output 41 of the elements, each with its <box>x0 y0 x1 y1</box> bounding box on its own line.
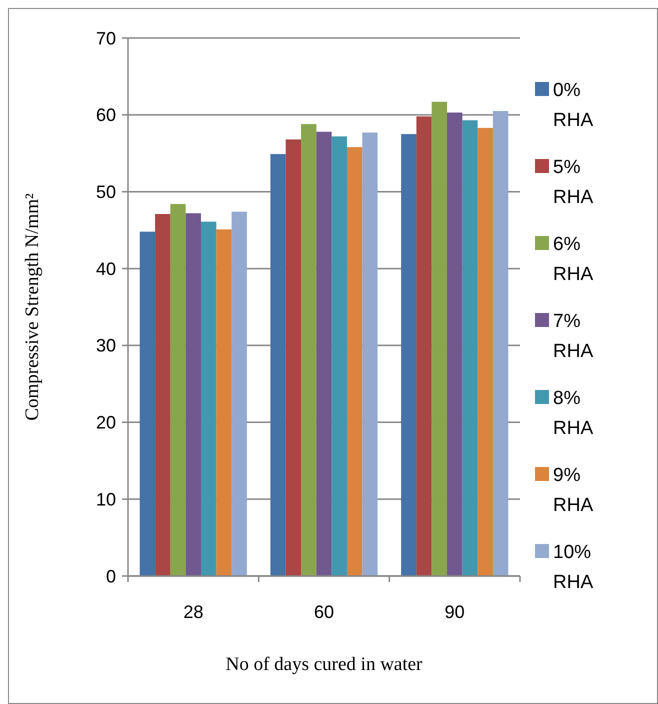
y-tick-label: 0 <box>106 566 116 586</box>
bar <box>346 147 362 576</box>
y-tick-label: 70 <box>96 28 116 48</box>
bar <box>216 229 232 576</box>
y-tick-label: 60 <box>96 105 116 126</box>
bar <box>416 116 432 576</box>
bar <box>140 232 156 576</box>
legend-label: 8% RHA <box>553 388 594 439</box>
bar <box>186 213 201 576</box>
bar <box>332 136 347 576</box>
bar <box>492 111 508 576</box>
bar <box>316 132 332 576</box>
bar <box>301 124 316 576</box>
legend-label: 9% RHA <box>553 465 594 516</box>
x-tick-label: 28 <box>183 602 204 622</box>
y-tick-label: 40 <box>96 258 116 279</box>
bar <box>462 120 478 576</box>
bar <box>200 222 216 576</box>
legend-label: 10% RHA <box>553 542 594 593</box>
bar <box>447 112 462 576</box>
bar <box>232 212 247 576</box>
y-tick-label: 10 <box>96 489 116 510</box>
bar <box>401 134 416 576</box>
y-tick-label: 30 <box>96 336 116 356</box>
bar <box>432 102 448 576</box>
x-tick-label: 60 <box>314 602 334 622</box>
y-axis-title: Compressive Strength N/mm² <box>22 193 43 421</box>
legend-label: 7% RHA <box>553 311 594 362</box>
x-axis-title: No of days cured in water <box>226 654 424 675</box>
y-tick-label: 50 <box>96 182 116 202</box>
bar <box>270 154 286 576</box>
bar <box>478 128 493 576</box>
x-tick-label: 90 <box>444 602 465 622</box>
bar <box>170 204 186 576</box>
bar <box>362 132 378 576</box>
legend-label: 5% RHA <box>553 157 594 208</box>
legend-label: 0% RHA <box>553 80 594 131</box>
legend-label: 6% RHA <box>553 234 594 285</box>
bar <box>286 139 302 576</box>
y-tick-label: 20 <box>96 412 116 433</box>
bar <box>155 214 170 576</box>
